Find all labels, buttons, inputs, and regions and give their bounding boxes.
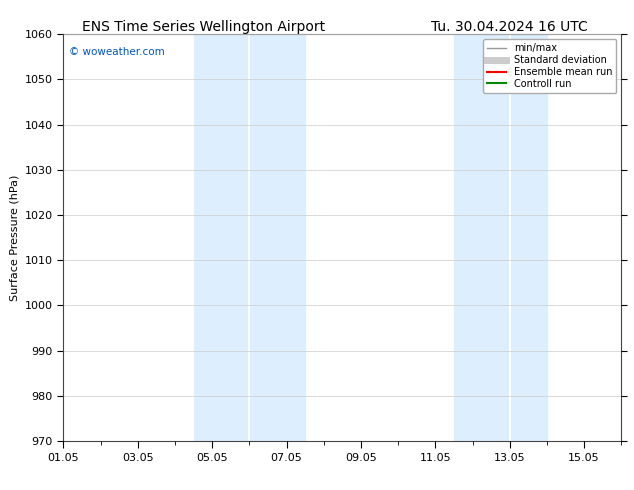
Text: ENS Time Series Wellington Airport: ENS Time Series Wellington Airport: [82, 20, 325, 34]
Text: Tu. 30.04.2024 16 UTC: Tu. 30.04.2024 16 UTC: [431, 20, 588, 34]
Legend: min/max, Standard deviation, Ensemble mean run, Controll run: min/max, Standard deviation, Ensemble me…: [483, 39, 616, 93]
Y-axis label: Surface Pressure (hPa): Surface Pressure (hPa): [10, 174, 19, 301]
Text: © woweather.com: © woweather.com: [69, 47, 165, 56]
Bar: [193, 34, 305, 441]
Bar: [454, 34, 547, 441]
